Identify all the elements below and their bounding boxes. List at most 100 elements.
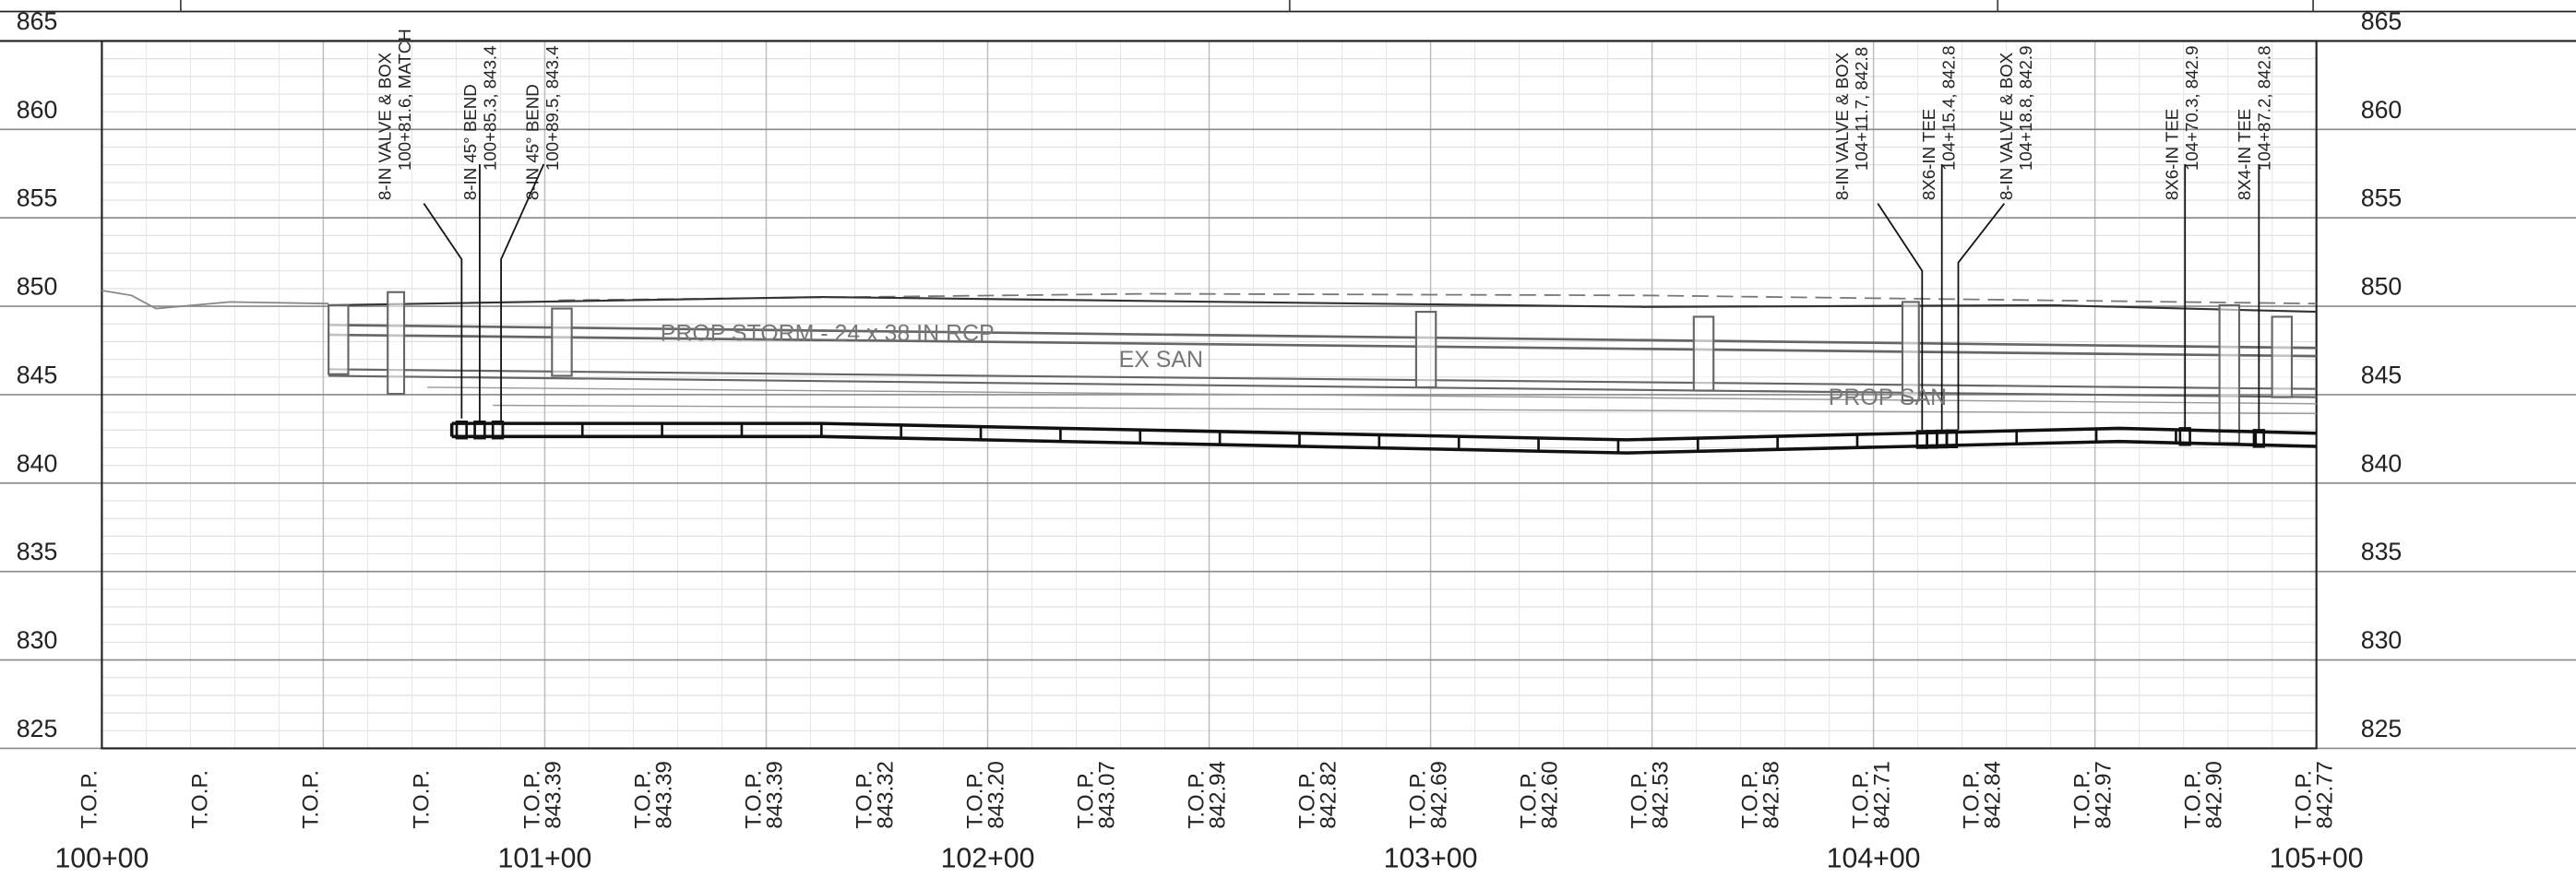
top-label: T.O.P. — [1737, 770, 1762, 829]
elevation-label: 850 — [17, 273, 58, 301]
fitting — [491, 420, 505, 440]
station-label: 104+00 — [1827, 843, 1921, 873]
structure — [2218, 303, 2241, 445]
top-elevation: 842.82 — [1317, 761, 1342, 828]
elevation-label: 825 — [2361, 715, 2403, 742]
elevation-label: 865 — [17, 7, 58, 35]
callout-text: 8-IN 45° BEND — [460, 84, 480, 200]
elevation-label: 865 — [2361, 7, 2403, 35]
elevation-label: 860 — [17, 96, 58, 124]
callout-text: 104+87.2, 842.8 — [2254, 45, 2273, 171]
top-elevation: 842.77 — [2313, 761, 2338, 828]
callout-text: 100+81.6, MATCH — [395, 29, 414, 171]
station-label: 100+00 — [54, 843, 149, 873]
top-elevation: 842.53 — [1649, 761, 1674, 828]
top-label: T.O.P. — [2070, 770, 2095, 829]
elevation-label: 845 — [2361, 361, 2403, 388]
top-label: T.O.P. — [298, 770, 323, 829]
top-elevation: 842.97 — [2092, 761, 2117, 828]
structure — [551, 307, 573, 377]
station-label: 105+00 — [2270, 843, 2364, 873]
elevation-label: 840 — [17, 449, 58, 477]
fitting — [2252, 429, 2266, 448]
top-label: T.O.P. — [519, 770, 544, 829]
top-label: T.O.P. — [1848, 770, 1873, 829]
callout-text: 104+11.7, 842.8 — [1852, 47, 1871, 171]
callout-text: 8X6-IN TEE — [1919, 109, 1938, 200]
callout-text: 104+70.3, 842.9 — [2182, 45, 2201, 171]
elevation-label: 835 — [17, 538, 58, 565]
top-elevation: 843.20 — [984, 761, 1009, 828]
top-elevation: 842.60 — [1538, 761, 1563, 828]
sewer-pipe — [426, 386, 2317, 405]
top-label: T.O.P. — [630, 770, 655, 829]
callout-text: 8-IN VALVE & BOX — [1832, 52, 1852, 200]
top-label: T.O.P. — [741, 770, 766, 829]
top-elevation: 843.39 — [763, 761, 788, 828]
elevation-label: 840 — [2361, 449, 2403, 477]
fitting — [455, 420, 469, 440]
top-label: T.O.P. — [1405, 770, 1430, 829]
callout-text: 8-IN VALVE & BOX — [375, 52, 394, 200]
structure — [2271, 315, 2294, 398]
callout-leader — [1877, 203, 1924, 431]
prop-san-label: PROP SAN — [1829, 385, 1947, 410]
elevation-label: 850 — [2361, 273, 2403, 301]
top-label: T.O.P. — [1627, 770, 1652, 829]
storm-pipe — [328, 333, 2317, 358]
utilities — [101, 163, 2317, 455]
top-elevation: 842.58 — [1759, 761, 1784, 828]
elevation-label: 860 — [2361, 96, 2403, 124]
top-elevation: 842.69 — [1427, 761, 1452, 828]
structure — [328, 303, 350, 375]
callout-text: 100+85.3, 843.4 — [480, 45, 499, 171]
callout-text: 8X6-IN TEE — [2163, 109, 2182, 200]
plot-frame — [101, 40, 2318, 750]
station-label: 103+00 — [1384, 843, 1478, 873]
top-elevation: 843.07 — [1095, 761, 1120, 828]
sewer-pipe — [493, 404, 2317, 415]
top-label: T.O.P. — [1959, 770, 1984, 829]
top-label: T.O.P. — [77, 770, 101, 829]
callout-leader — [423, 203, 463, 419]
structure — [387, 291, 406, 396]
labels: PROP STORM - 24 x 38 IN RCP EX SAN PROP … — [17, 7, 2402, 873]
top-elevation: 842.94 — [1206, 761, 1231, 828]
sewer-pipe — [328, 368, 2317, 390]
top-label: T.O.P. — [962, 770, 987, 829]
callout-text: 104+15.4, 842.8 — [1939, 45, 1959, 171]
top-elevation: 843.39 — [651, 761, 676, 828]
top-elevation: 842.71 — [1870, 761, 1895, 828]
elevation-label: 830 — [17, 626, 58, 654]
elevation-label: 830 — [2361, 626, 2403, 654]
top-label: T.O.P. — [1073, 770, 1098, 829]
top-label: T.O.P. — [1294, 770, 1319, 829]
fitting — [1945, 429, 1959, 449]
top-label: T.O.P. — [187, 770, 212, 829]
elevation-label: 825 — [17, 715, 58, 742]
prop-storm-label: PROP STORM - 24 x 38 IN RCP — [661, 321, 995, 347]
structure — [1692, 315, 1715, 392]
ex-san-label: EX SAN — [1119, 347, 1203, 373]
top-label: T.O.P. — [852, 770, 877, 829]
top-elevation: 842.84 — [1981, 761, 2006, 828]
sewer-pipe — [328, 374, 2317, 398]
top-elevation: 842.90 — [2202, 761, 2227, 828]
elevation-label: 845 — [17, 361, 58, 388]
water-main-bottom — [451, 434, 2317, 455]
structure — [1414, 311, 1437, 389]
existing-ground — [101, 290, 329, 310]
top-label: T.O.P. — [1184, 770, 1209, 829]
elevation-label: 855 — [2361, 184, 2403, 212]
top-elevation: 843.32 — [874, 761, 899, 828]
storm-pipe — [328, 323, 2317, 350]
station-label: 102+00 — [941, 843, 1035, 873]
callout-text: 8X4-IN TEE — [2235, 109, 2254, 200]
callout-leader — [1957, 203, 2006, 431]
top-label: T.O.P. — [409, 770, 434, 829]
top-elevation: 843.39 — [541, 761, 566, 828]
callout-text: 8-IN VALVE & BOX — [1997, 52, 2016, 200]
callout-text: 8-IN 45° BEND — [523, 84, 543, 200]
callout-leader — [500, 163, 545, 422]
